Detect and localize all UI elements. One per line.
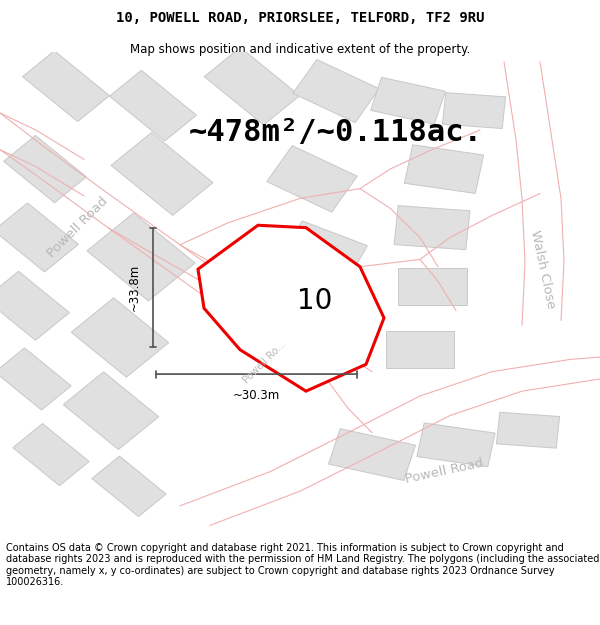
Polygon shape [371,78,445,124]
Polygon shape [398,268,467,304]
Polygon shape [111,132,213,216]
Polygon shape [110,70,196,141]
Polygon shape [417,423,495,467]
Polygon shape [293,59,379,122]
Text: Map shows position and indicative extent of the property.: Map shows position and indicative extent… [130,42,470,56]
Text: 10, POWELL ROAD, PRIORSLEE, TELFORD, TF2 9RU: 10, POWELL ROAD, PRIORSLEE, TELFORD, TF2… [116,11,484,26]
Polygon shape [92,456,166,516]
Polygon shape [496,412,560,448]
Text: ~33.8m: ~33.8m [128,264,141,311]
Polygon shape [4,136,86,202]
Polygon shape [71,298,169,377]
Text: Powell Road: Powell Road [404,457,484,486]
Polygon shape [204,48,300,125]
Polygon shape [0,271,70,340]
Text: ~30.3m: ~30.3m [233,389,280,402]
Text: Contains OS data © Crown copyright and database right 2021. This information is : Contains OS data © Crown copyright and d… [6,542,599,588]
Polygon shape [386,331,455,368]
Polygon shape [442,92,506,129]
Polygon shape [394,206,470,249]
Text: ~478m²/~0.118ac.: ~478m²/~0.118ac. [189,118,483,147]
Polygon shape [265,298,347,353]
Polygon shape [281,221,367,283]
Polygon shape [404,145,484,193]
Polygon shape [267,146,357,212]
Text: Walsh Close: Walsh Close [529,229,557,309]
Polygon shape [63,372,159,449]
Polygon shape [198,225,384,391]
Text: Powell Ro...: Powell Ro... [241,339,287,385]
Polygon shape [23,51,109,121]
Text: 10: 10 [298,287,332,315]
Polygon shape [13,424,89,486]
Text: Powell Road: Powell Road [45,195,111,261]
Polygon shape [329,429,415,481]
Polygon shape [0,348,71,410]
Polygon shape [0,203,79,272]
Polygon shape [87,213,195,301]
